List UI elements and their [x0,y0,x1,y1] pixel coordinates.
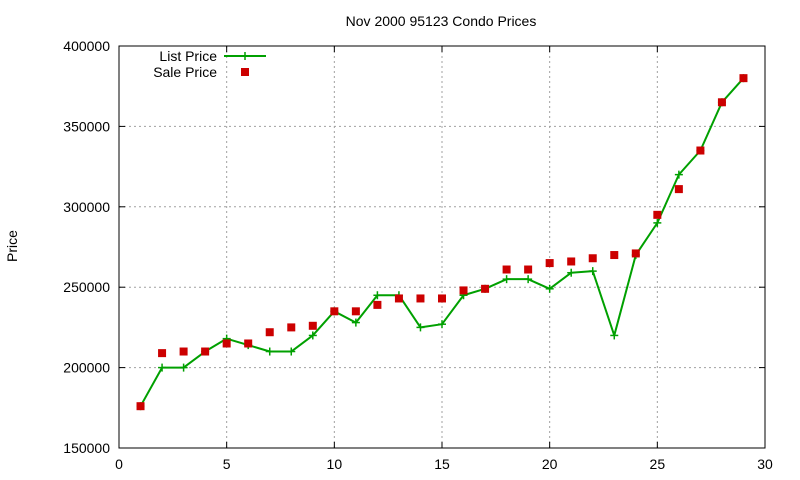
data-point [179,363,188,372]
y-axis-label: Price [4,230,20,262]
data-point [459,286,468,295]
data-point [545,284,554,293]
axis-ticks: 0 5 10 15 20 25 30 150000 200000 250000 300000 3500… [63,38,773,472]
data-point [567,257,576,266]
grid [119,46,765,448]
data-point [524,265,533,274]
legend-label: List Price [159,48,217,64]
data-point [610,331,619,340]
data-point [373,300,382,309]
series-sale-price [136,74,748,411]
x-tick-label: 10 [327,456,343,472]
data-point [351,307,360,316]
y-tick-label: 200000 [63,360,110,376]
series [136,74,748,411]
data-point [502,265,511,274]
data-point [696,146,705,155]
data-point [158,349,167,358]
legend-label: Sale Price [153,64,217,80]
data-point [244,339,253,348]
data-point [717,98,726,107]
x-tick-label: 5 [223,456,231,472]
y-tick-label: 250000 [63,279,110,295]
data-point [653,210,662,219]
data-point [674,185,683,194]
data-point [674,170,683,179]
x-tick-label: 20 [542,456,558,472]
y-tick-label: 150000 [63,440,110,456]
data-point [351,318,360,327]
data-point [201,347,210,356]
data-point [567,268,576,277]
x-tick-label: 0 [115,456,123,472]
data-point [438,294,446,303]
chart-title: Nov 2000 95123 Condo Prices [346,13,537,29]
legend-marker [241,52,249,60]
data-point [588,254,597,263]
data-point [588,267,597,276]
data-point [481,284,490,293]
data-point [308,331,317,340]
data-point [739,74,748,83]
data-point [416,294,425,303]
x-tick-label: 25 [650,456,666,472]
legend-marker [241,68,249,76]
data-point [631,249,640,258]
data-point [287,323,296,332]
data-point [610,251,619,260]
data-point [222,339,231,348]
y-tick-label: 400000 [63,38,110,54]
data-point [265,328,274,337]
data-point [330,307,339,316]
y-tick-label: 300000 [63,199,110,215]
data-point [502,275,511,284]
x-tick-label: 30 [757,456,773,472]
y-tick-label: 350000 [63,118,110,134]
data-point [524,275,533,284]
data-point [179,347,188,356]
data-point [308,321,317,330]
data-point [158,363,167,372]
data-point [545,259,554,268]
data-point [653,218,662,227]
data-point [136,402,145,411]
data-point [394,294,403,303]
data-point [287,347,296,356]
data-point [373,291,382,300]
data-point [265,347,274,356]
x-tick-label: 15 [434,456,450,472]
data-point [438,320,446,329]
data-point [416,323,425,332]
